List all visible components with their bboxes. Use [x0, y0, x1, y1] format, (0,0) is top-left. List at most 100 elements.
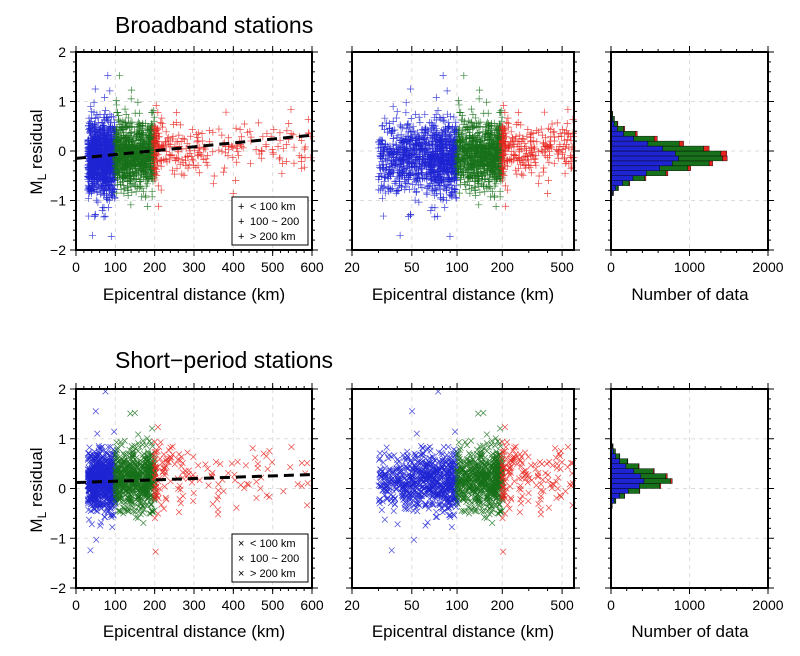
data-point	[194, 161, 202, 170]
data-point	[106, 125, 114, 133]
data-point	[233, 158, 241, 166]
hist-bar	[615, 185, 619, 191]
data-point	[172, 109, 181, 117]
data-point	[455, 101, 463, 109]
data-point	[514, 109, 522, 117]
hist-bar	[646, 170, 667, 176]
data-point	[215, 125, 223, 133]
data-point	[149, 107, 157, 115]
data-point	[519, 171, 527, 179]
data-point	[101, 144, 109, 152]
hist-bar	[675, 150, 722, 157]
data-point	[210, 172, 218, 180]
data-point	[545, 124, 553, 132]
data-point	[195, 129, 203, 137]
data-point	[406, 85, 415, 93]
data-point	[137, 193, 146, 201]
data-point	[91, 164, 99, 172]
data-point	[162, 128, 170, 136]
data-point	[274, 143, 282, 151]
data-point	[89, 171, 98, 179]
data-point	[90, 136, 98, 144]
data-point	[569, 115, 577, 123]
data-point	[393, 108, 401, 116]
hist-bar	[617, 126, 624, 132]
data-point	[246, 159, 255, 167]
data-point	[415, 198, 423, 206]
data-point	[290, 159, 298, 167]
data-point	[209, 179, 217, 188]
data-point	[94, 430, 101, 437]
data-point	[269, 149, 277, 157]
data-point	[128, 167, 136, 176]
data-point	[86, 444, 93, 451]
data-point	[93, 187, 101, 196]
hist-bar	[653, 135, 658, 142]
data-point	[276, 136, 284, 145]
data-point	[114, 116, 122, 124]
data-point	[91, 85, 99, 93]
data-point	[113, 189, 121, 197]
data-point	[107, 112, 116, 121]
data-point	[550, 159, 558, 167]
data-point	[120, 189, 128, 197]
data-point	[108, 174, 117, 182]
hist-bar	[610, 155, 679, 162]
data-point	[98, 166, 107, 174]
data-point	[85, 212, 93, 220]
data-point	[518, 170, 526, 178]
hist-bar	[610, 165, 660, 172]
data-point	[85, 177, 93, 185]
data-point	[106, 87, 114, 95]
hist-bar	[610, 145, 664, 152]
hist-bar	[613, 121, 618, 127]
data-point	[241, 120, 249, 128]
data-point	[290, 143, 298, 151]
data-point	[121, 184, 129, 192]
hist-bar	[610, 160, 673, 167]
hist-bar	[679, 140, 684, 147]
hist-bar	[610, 175, 634, 181]
data-point	[109, 187, 118, 196]
data-point	[90, 99, 98, 107]
data-point	[561, 170, 569, 178]
data-point	[552, 145, 560, 154]
data-point	[263, 129, 271, 138]
data-point	[262, 142, 270, 151]
data-point	[104, 71, 112, 80]
data-point	[85, 506, 92, 514]
data-point	[501, 202, 510, 210]
data-point	[94, 198, 102, 206]
hist-bar	[610, 140, 649, 147]
data-point	[105, 186, 113, 195]
data-point	[87, 126, 95, 134]
data-point	[107, 184, 115, 192]
data-point	[440, 117, 448, 125]
data-point	[187, 132, 195, 140]
hist-bar	[622, 180, 630, 186]
data-point	[100, 129, 109, 138]
data-point	[432, 93, 440, 102]
hist-bar	[659, 165, 689, 172]
data-point	[467, 105, 476, 113]
data-point	[544, 176, 553, 185]
data-point	[128, 118, 136, 126]
hist-bar	[610, 130, 624, 137]
data-point	[94, 181, 102, 189]
data-point	[481, 188, 489, 196]
data-point	[152, 101, 160, 109]
data-point	[177, 137, 185, 145]
data-point	[176, 160, 184, 169]
hist-bar	[722, 155, 728, 162]
data-point	[270, 125, 278, 134]
data-point	[257, 146, 265, 154]
data-point	[540, 164, 548, 172]
data-point	[98, 206, 106, 214]
data-point	[124, 183, 132, 191]
data-point	[100, 191, 108, 199]
data-point	[402, 108, 410, 117]
data-point	[411, 110, 420, 118]
data-point	[189, 157, 197, 165]
hist-bar	[623, 130, 636, 137]
data-point	[276, 129, 284, 137]
